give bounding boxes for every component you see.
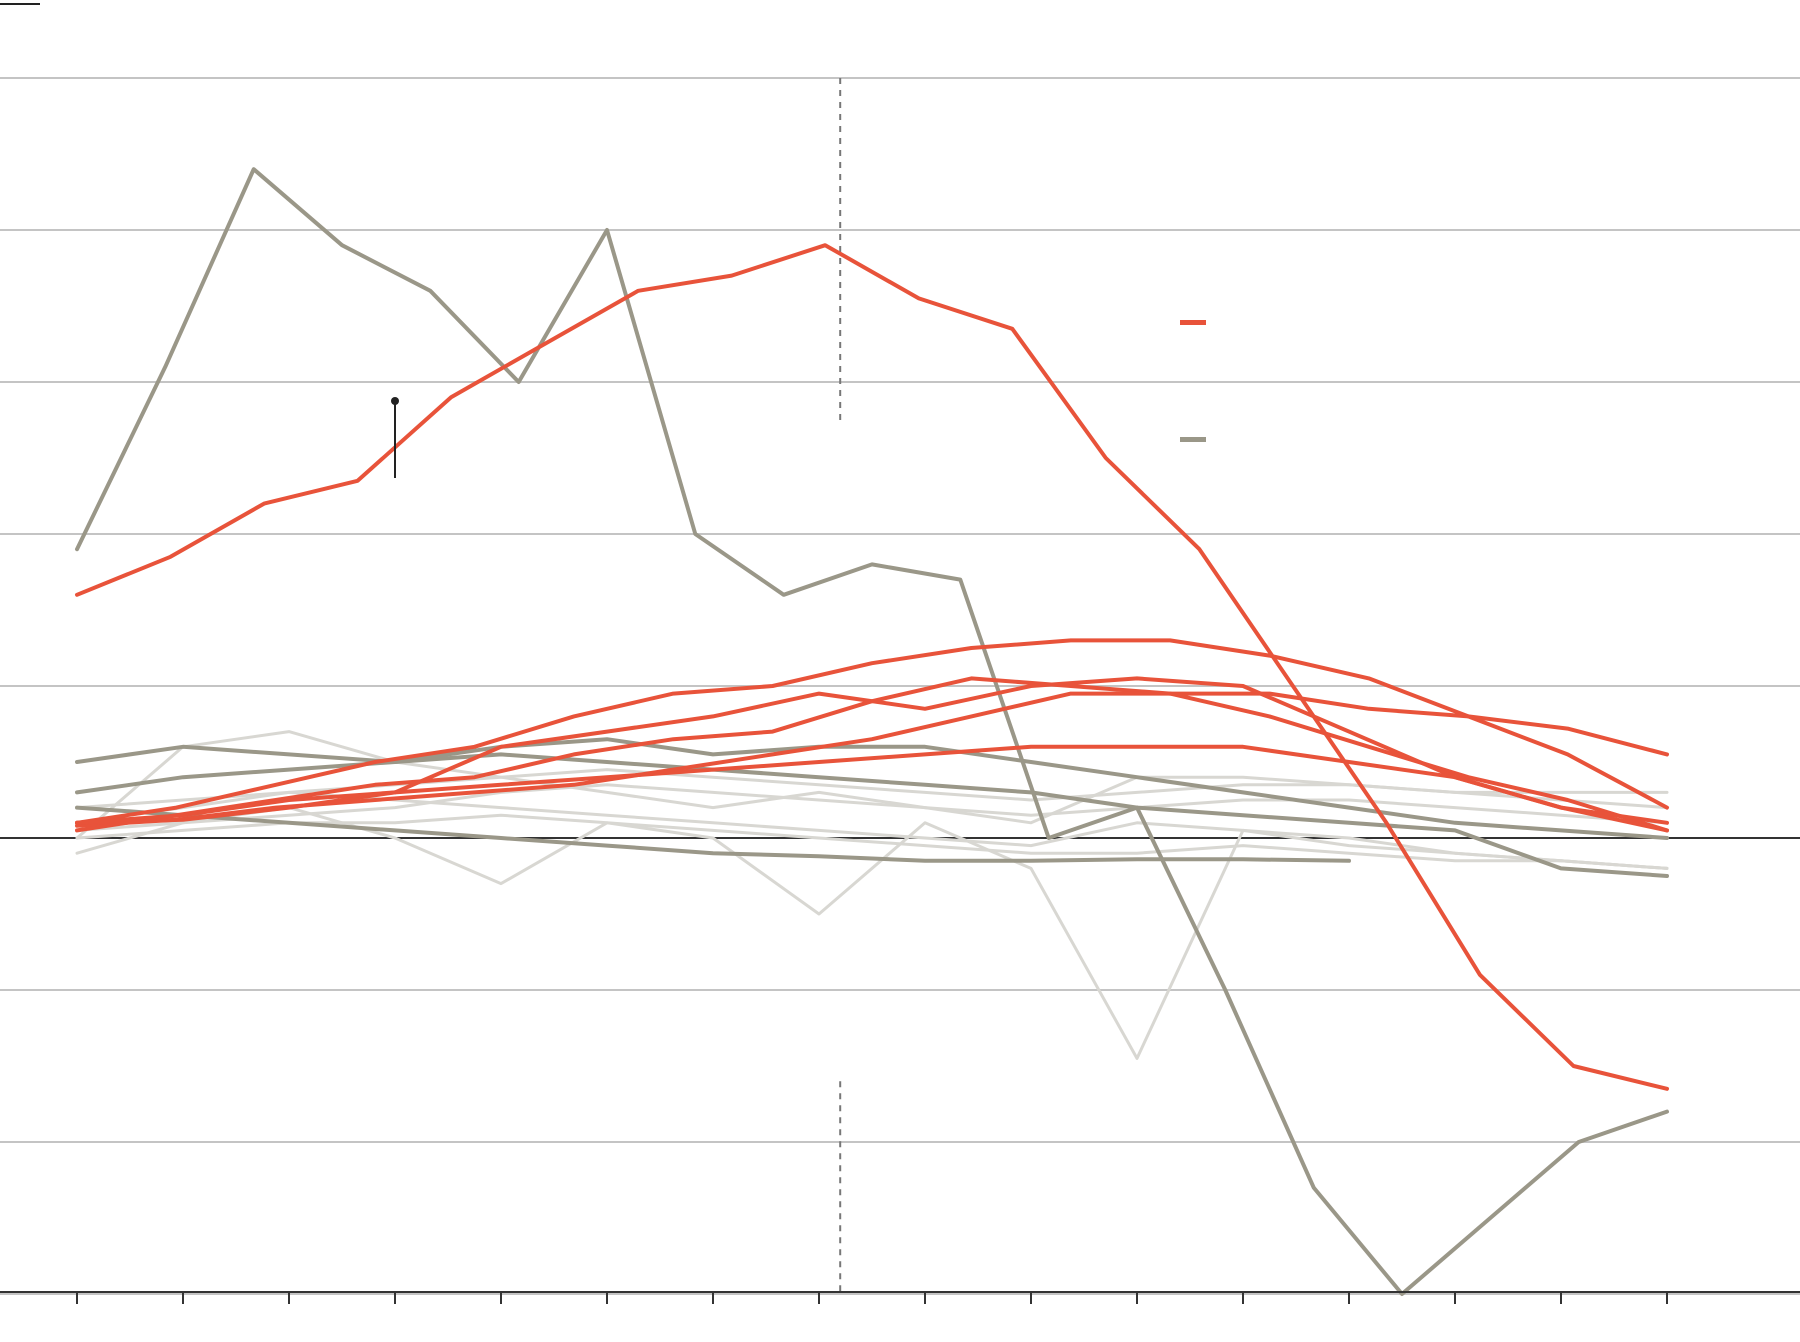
legend [1180,320,1206,442]
series-line-light-14 [75,783,1669,832]
x-axis [0,1291,1800,1304]
series-line-light-11 [75,806,1669,1060]
gridlines [0,77,1800,1295]
red-series-group [75,243,1669,1091]
legend-swatch-red [1180,320,1206,325]
series-line-gray-8 [75,752,1669,878]
series-line-gray-9 [75,805,1351,863]
gray-series-group [75,167,1669,1296]
series-line-red-1 [75,638,1669,825]
annotation-dot [391,397,399,405]
series-line-red-3 [75,691,1669,828]
series-line-gray-7 [75,737,1669,840]
series-line-red-4 [75,676,1669,825]
series-line-gray-6 [75,167,1669,1296]
annotations [0,3,399,478]
series-line-red-5 [75,744,1669,833]
legend-swatch-gray [1180,437,1206,442]
series-line-red-0 [75,243,1669,1091]
series-line-light-15 [75,813,1669,870]
